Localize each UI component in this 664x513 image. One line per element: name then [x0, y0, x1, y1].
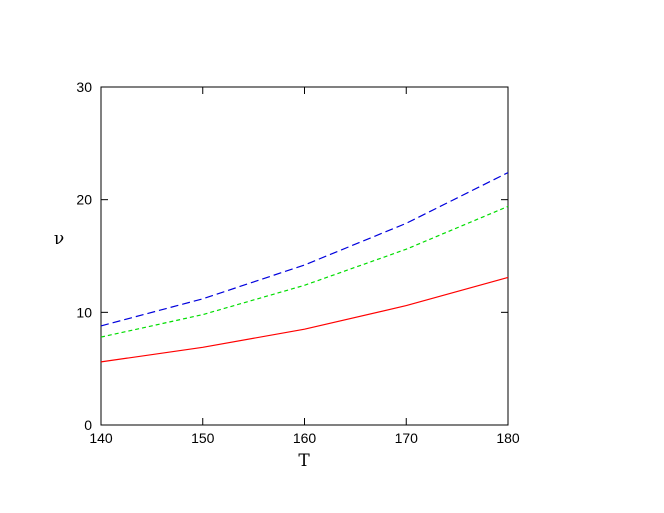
x-tick-label: 140 [89, 430, 113, 446]
tick-labels: 140 150 160 170 180 0 10 20 30 [76, 79, 519, 446]
y-tick-label: 10 [76, 304, 92, 320]
series-line-3 [100, 172, 509, 327]
y-tick-label: 20 [76, 192, 92, 208]
series-lines [100, 172, 509, 363]
x-tick-label: 150 [191, 430, 215, 446]
x-tick-label: 160 [293, 430, 317, 446]
y-tick-label: 30 [76, 79, 92, 95]
axis-ticks [100, 86, 509, 426]
y-tick-label: 0 [84, 417, 92, 433]
y-axis-label: ν [54, 229, 64, 249]
series-line-1 [100, 276, 509, 363]
x-tick-label: 170 [395, 430, 419, 446]
x-axis-label: T [298, 451, 310, 471]
plot-frame [100, 86, 509, 426]
x-tick-label: 180 [496, 430, 520, 446]
series-line-2 [100, 205, 509, 338]
